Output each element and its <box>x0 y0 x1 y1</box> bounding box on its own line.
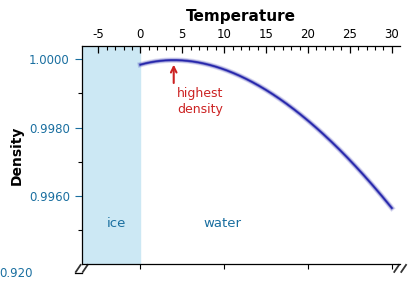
Text: 0.920: 0.920 <box>0 267 32 280</box>
Text: water: water <box>203 217 241 230</box>
Bar <box>82 46 140 264</box>
Text: highest
density: highest density <box>177 88 223 116</box>
Text: ice: ice <box>107 217 127 230</box>
Y-axis label: Density: Density <box>9 125 23 185</box>
X-axis label: Temperature: Temperature <box>186 9 296 24</box>
